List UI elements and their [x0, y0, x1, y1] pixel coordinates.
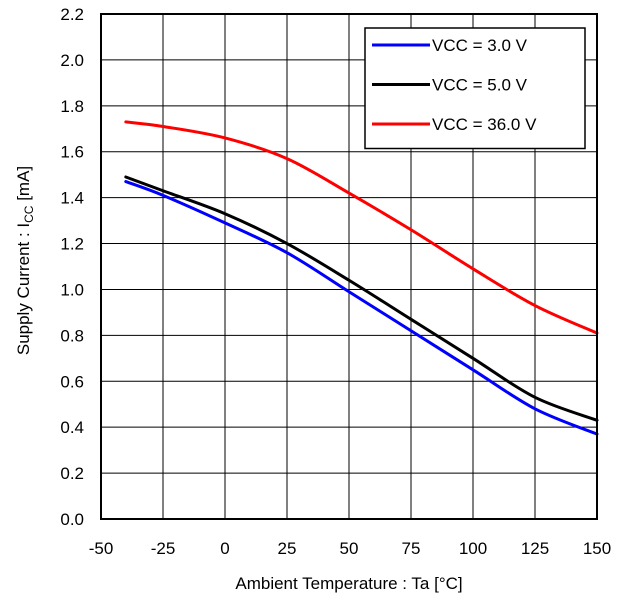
x-tick-label: 150	[583, 539, 611, 558]
y-tick-label: 0.0	[60, 510, 84, 529]
series-line-1	[124, 175, 599, 422]
y-tick-label: 1.6	[60, 143, 84, 162]
x-tick-label: -50	[89, 539, 114, 558]
x-axis-label: Ambient Temperature : Ta [°C]	[235, 574, 462, 593]
y-tick-label: 2.0	[60, 51, 84, 70]
y-axis-label-subscript: CC	[22, 205, 36, 223]
y-tick-label: 2.2	[60, 5, 84, 24]
x-tick-labels: -50 -25 0 25 50 75 100 125 150	[89, 539, 611, 558]
y-axis-label: Supply Current : ICC [mA]	[14, 166, 36, 355]
y-tick-label: 1.2	[60, 235, 84, 254]
y-tick-label: 0.6	[60, 372, 84, 391]
series-line-2	[124, 120, 599, 335]
legend-box	[364, 27, 586, 150]
y-tick-label: 1.0	[60, 280, 84, 299]
x-tick-label: 125	[521, 539, 549, 558]
y-axis-label-prefix: Supply Current : I	[14, 223, 33, 355]
y-tick-label: 1.4	[60, 189, 84, 208]
y-tick-label: 1.8	[60, 97, 84, 116]
legend: VCC = 3.0 V VCC = 5.0 V VCC = 36.0 V	[364, 27, 586, 150]
x-tick-label: 100	[459, 539, 487, 558]
legend-label-2: VCC = 36.0 V	[432, 115, 537, 134]
legend-label-0: VCC = 3.0 V	[432, 36, 528, 55]
y-tick-labels: 0.0 0.2 0.4 0.6 0.8 1.0 1.2 1.4 1.6 1.8 2.0 2.2	[60, 5, 84, 529]
y-tick-label: 0.4	[60, 418, 84, 437]
x-tick-label: 25	[278, 539, 297, 558]
x-tick-label: 75	[402, 539, 421, 558]
y-tick-label: 0.2	[60, 464, 84, 483]
legend-label-1: VCC = 5.0 V	[432, 76, 528, 95]
plot-frame	[100, 13, 598, 520]
y-axis-label-suffix: [mA]	[14, 166, 33, 206]
x-tick-label: 0	[220, 539, 229, 558]
series-lines	[124, 120, 599, 436]
y-tick-label: 0.8	[60, 326, 84, 345]
x-tick-label: 50	[340, 539, 359, 558]
x-tick-label: -25	[151, 539, 176, 558]
series-line-0	[124, 180, 599, 436]
